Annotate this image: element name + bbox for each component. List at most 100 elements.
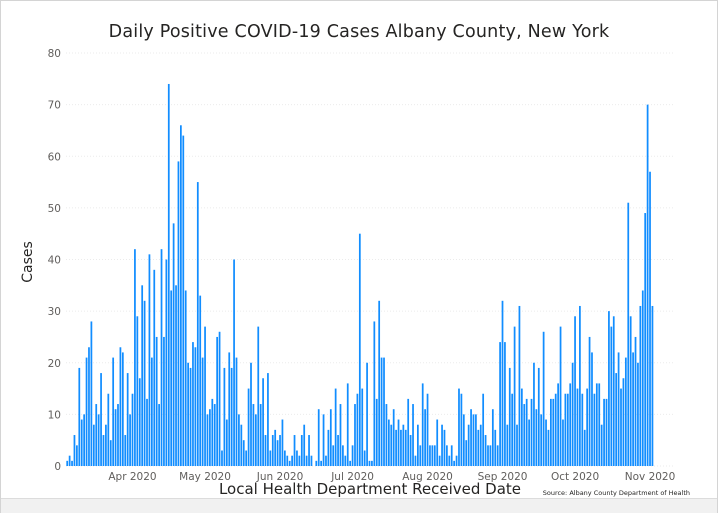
bar[interactable] [124, 435, 127, 466]
bar[interactable] [95, 404, 98, 466]
bar[interactable] [153, 269, 156, 466]
bar[interactable] [545, 419, 547, 466]
bar[interactable] [472, 414, 475, 466]
bar[interactable] [201, 357, 204, 466]
bar[interactable] [245, 450, 248, 466]
bar[interactable] [119, 347, 122, 466]
bar[interactable] [632, 352, 634, 466]
bar[interactable] [637, 362, 639, 466]
bar[interactable] [358, 233, 361, 466]
bar[interactable] [641, 290, 644, 466]
bar[interactable] [298, 455, 301, 466]
bar[interactable] [213, 404, 216, 466]
bar[interactable] [610, 326, 613, 466]
bar[interactable] [426, 393, 429, 466]
bar[interactable] [325, 455, 327, 466]
bar[interactable] [436, 419, 439, 466]
bar[interactable] [332, 445, 335, 466]
bar[interactable] [424, 409, 426, 466]
bar[interactable] [329, 409, 332, 466]
bar[interactable] [530, 398, 533, 466]
bar[interactable] [380, 357, 383, 466]
bar[interactable] [327, 429, 330, 466]
bar[interactable] [286, 455, 289, 466]
bar[interactable] [535, 409, 538, 466]
bar[interactable] [165, 259, 168, 467]
bar[interactable] [591, 352, 593, 466]
bar[interactable] [368, 460, 371, 466]
bar[interactable] [579, 305, 581, 466]
bar[interactable] [627, 202, 630, 466]
bar[interactable] [163, 336, 165, 466]
bar[interactable] [487, 445, 489, 466]
bar[interactable] [73, 435, 76, 466]
bar[interactable] [383, 357, 385, 466]
bar[interactable] [349, 460, 352, 466]
bar[interactable] [477, 429, 480, 466]
bar[interactable] [419, 445, 422, 466]
bar[interactable] [608, 311, 610, 466]
bar[interactable] [182, 135, 185, 466]
bar[interactable] [537, 367, 540, 466]
bar[interactable] [259, 404, 262, 466]
bar[interactable] [189, 367, 192, 466]
bar[interactable] [554, 393, 557, 466]
bar[interactable] [644, 213, 647, 466]
bar[interactable] [397, 419, 400, 466]
bar[interactable] [588, 336, 591, 466]
bar[interactable] [412, 404, 414, 466]
bar[interactable] [274, 429, 277, 466]
bar[interactable] [346, 383, 349, 466]
bar[interactable] [576, 388, 579, 466]
bar[interactable] [605, 398, 608, 466]
bar[interactable] [569, 383, 572, 466]
bar[interactable] [250, 362, 252, 466]
bar[interactable] [540, 414, 543, 466]
bar[interactable] [206, 414, 209, 466]
bar[interactable] [504, 342, 506, 466]
bar[interactable] [317, 409, 320, 466]
bar[interactable] [467, 424, 470, 466]
bar[interactable] [112, 357, 115, 466]
bar[interactable] [460, 393, 463, 466]
bar[interactable] [458, 388, 460, 466]
bar[interactable] [363, 450, 366, 466]
bar[interactable] [433, 445, 436, 466]
bar[interactable] [450, 445, 453, 466]
bar[interactable] [581, 393, 584, 466]
bar[interactable] [267, 373, 269, 466]
bar[interactable] [109, 440, 112, 466]
bar[interactable] [107, 393, 110, 466]
bar[interactable] [276, 440, 279, 466]
bar[interactable] [402, 424, 405, 466]
bar[interactable] [629, 316, 632, 466]
bar[interactable] [192, 342, 194, 466]
bar[interactable] [491, 409, 494, 466]
bar[interactable] [223, 367, 226, 466]
bar[interactable] [356, 393, 359, 466]
bar[interactable] [351, 445, 354, 466]
bar[interactable] [562, 419, 564, 466]
bar[interactable] [513, 326, 516, 466]
bar[interactable] [564, 393, 567, 466]
bar[interactable] [462, 414, 465, 466]
bar[interactable] [455, 455, 458, 466]
bar[interactable] [322, 414, 325, 466]
bar[interactable] [92, 424, 95, 466]
bar[interactable] [235, 357, 238, 466]
bar[interactable] [620, 388, 622, 466]
bar[interactable] [305, 455, 308, 466]
bar[interactable] [242, 440, 245, 466]
bar[interactable] [421, 383, 424, 466]
bar[interactable] [254, 414, 257, 466]
bar[interactable] [179, 125, 182, 467]
bar[interactable] [155, 336, 158, 466]
bar[interactable] [308, 435, 310, 466]
bar[interactable] [378, 300, 381, 466]
bar[interactable] [557, 383, 560, 466]
bar[interactable] [431, 445, 434, 466]
bar[interactable] [528, 419, 530, 466]
bar[interactable] [141, 285, 144, 466]
bar[interactable] [598, 383, 601, 466]
bar[interactable] [225, 419, 228, 466]
